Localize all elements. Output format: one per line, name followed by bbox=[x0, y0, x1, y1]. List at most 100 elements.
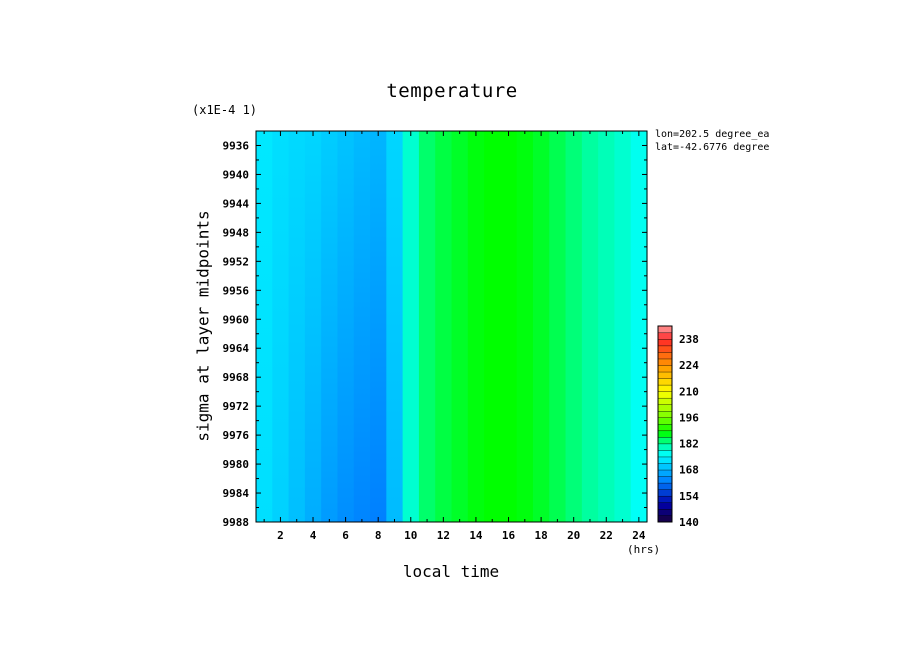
colorbar-swatch bbox=[657, 384, 673, 392]
contour-band bbox=[272, 131, 290, 522]
colorbar-swatch bbox=[657, 371, 673, 379]
x-tick-label: 22 bbox=[600, 529, 613, 542]
y-tick-label: 9944 bbox=[223, 197, 250, 210]
colorbar-swatch bbox=[657, 495, 673, 503]
x-tick-label: 18 bbox=[534, 529, 547, 542]
colorbar-swatch bbox=[657, 476, 673, 484]
x-axis-unit: (hrs) bbox=[627, 543, 661, 556]
colorbar-swatch bbox=[657, 404, 673, 412]
colorbar-tick-label: 238 bbox=[679, 333, 699, 346]
contour-band bbox=[402, 131, 420, 522]
plot-frame bbox=[255, 130, 648, 523]
colorbar-swatch bbox=[657, 463, 673, 471]
colorbar-tick-label: 168 bbox=[679, 464, 699, 477]
x-axis-ticks: 2 4 6 8 10 12 14 16 18 20 22 24 bbox=[263, 131, 646, 542]
contour-band bbox=[435, 131, 453, 522]
contour-band bbox=[353, 131, 371, 522]
colorbar-swatch bbox=[657, 489, 673, 497]
y-tick-label: 9964 bbox=[223, 342, 250, 355]
contour-band bbox=[370, 131, 387, 522]
y-tick-label: 9948 bbox=[223, 226, 250, 239]
contour-band bbox=[304, 131, 322, 522]
x-tick-label: 8 bbox=[375, 529, 382, 542]
contour-band bbox=[532, 131, 550, 522]
x-tick-label: 4 bbox=[310, 529, 317, 542]
colorbar-swatch bbox=[657, 378, 673, 386]
contour-band bbox=[516, 131, 534, 522]
chart-title: temperature bbox=[386, 80, 518, 102]
y-tick-label: 9988 bbox=[223, 516, 250, 529]
colorbar-tick-label: 154 bbox=[679, 490, 699, 503]
x-tick-label: 24 bbox=[632, 529, 646, 542]
colorbar-swatch bbox=[657, 443, 673, 451]
x-tick-label: 10 bbox=[404, 529, 417, 542]
x-tick-label: 16 bbox=[502, 529, 516, 542]
y-tick-label: 9936 bbox=[223, 139, 250, 152]
colorbar-tick-label: 196 bbox=[679, 411, 699, 424]
x-tick-label: 14 bbox=[469, 529, 483, 542]
y-tick-label: 9972 bbox=[223, 400, 250, 413]
y-tick-label: 9956 bbox=[223, 284, 250, 297]
colorbar-swatch bbox=[657, 430, 673, 438]
contour-band bbox=[630, 131, 648, 522]
contour-field bbox=[256, 131, 648, 522]
x-axis-label: local time bbox=[402, 562, 500, 581]
contour-band bbox=[288, 131, 306, 522]
colorbar-swatch bbox=[657, 469, 673, 477]
contour-band bbox=[418, 131, 436, 522]
colorbar-swatch bbox=[657, 508, 673, 516]
contour-band bbox=[467, 131, 485, 522]
y-tick-label: 9984 bbox=[223, 487, 250, 500]
colorbar-swatch bbox=[657, 482, 673, 490]
colorbar-tick-label: 224 bbox=[679, 359, 699, 372]
colorbar-swatch bbox=[657, 502, 673, 510]
colorbar-swatch bbox=[657, 358, 673, 366]
contour-band bbox=[256, 131, 273, 522]
y-tick-label: 9940 bbox=[223, 168, 250, 181]
y-tick-label: 9976 bbox=[223, 429, 250, 442]
contour-band bbox=[337, 131, 355, 522]
contour-band bbox=[565, 131, 583, 522]
colorbar: 238 224 210 196 182 168 154 140 bbox=[657, 325, 699, 529]
colorbar-tick-label: 140 bbox=[679, 516, 699, 529]
contour-band bbox=[484, 131, 501, 522]
colorbar-swatch bbox=[657, 456, 673, 464]
contour-band bbox=[321, 131, 339, 522]
contour-band bbox=[581, 131, 599, 522]
colorbar-swatch bbox=[657, 391, 673, 399]
colorbar-swatch bbox=[657, 365, 673, 373]
colorbar-swatch bbox=[657, 338, 673, 347]
contour-band bbox=[386, 131, 404, 522]
longitude-annotation: lon=202.5 degree_ea bbox=[655, 129, 770, 140]
colorbar-swatch bbox=[657, 515, 673, 523]
contour-band bbox=[549, 131, 567, 522]
x-tick-label: 20 bbox=[567, 529, 580, 542]
colorbar-swatch bbox=[657, 345, 673, 353]
colorbar-swatch bbox=[657, 397, 673, 405]
x-tick-label: 12 bbox=[437, 529, 450, 542]
axis-scale-note: (x1E-4 1) bbox=[192, 103, 258, 117]
colorbar-swatch bbox=[657, 417, 673, 425]
y-tick-label: 9960 bbox=[223, 313, 250, 326]
colorbar-tick-label: 210 bbox=[679, 385, 699, 398]
contour-band bbox=[598, 131, 616, 522]
colorbar-tick-label: 182 bbox=[679, 438, 699, 451]
contour-band bbox=[451, 131, 469, 522]
colorbar-swatch bbox=[657, 423, 673, 432]
x-tick-label: 6 bbox=[342, 529, 349, 542]
contour-band bbox=[500, 131, 518, 522]
colorbar-swatch bbox=[657, 410, 673, 418]
colorbar-swatch bbox=[657, 325, 673, 334]
colorbar-swatch bbox=[657, 332, 673, 340]
y-tick-label: 9980 bbox=[223, 458, 250, 471]
colorbar-swatch bbox=[657, 449, 673, 458]
y-axis-ticks: 9936 9940 9944 9948 9952 9956 9960 9964 9968 9972… bbox=[223, 130, 647, 529]
contour-band bbox=[614, 131, 632, 522]
latitude-annotation: lat=-42.6776 degree bbox=[655, 142, 770, 153]
y-tick-label: 9968 bbox=[223, 371, 250, 384]
y-tick-label: 9952 bbox=[223, 255, 250, 268]
colorbar-swatch bbox=[657, 351, 673, 360]
x-tick-label: 2 bbox=[277, 529, 284, 542]
colorbar-swatch bbox=[657, 436, 673, 445]
